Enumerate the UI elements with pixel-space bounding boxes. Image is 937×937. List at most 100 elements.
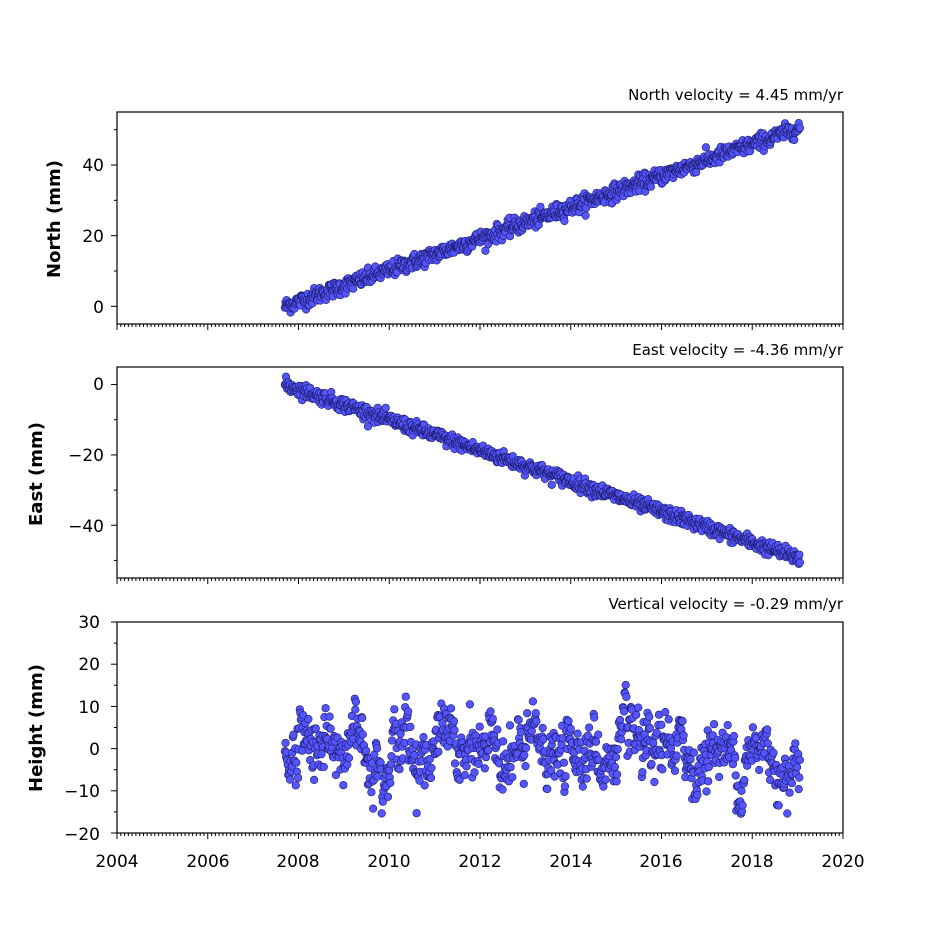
height-data-point <box>658 765 667 774</box>
height-data-point <box>460 770 469 780</box>
height-data-point <box>362 746 371 755</box>
height-data-point <box>427 763 436 773</box>
height-data-point <box>560 782 570 791</box>
height-data-point <box>795 755 805 765</box>
height-data-point <box>498 785 507 794</box>
height-data-point <box>670 766 680 775</box>
height-data-point <box>484 746 493 755</box>
east-data-point <box>795 550 804 559</box>
height-data-point <box>561 772 570 781</box>
height-data-point <box>649 738 658 747</box>
height-data-point <box>373 744 382 753</box>
north-panel: North velocity = 4.45 mm/yr North (mm) 0… <box>44 86 844 330</box>
height-data-point <box>310 775 319 785</box>
height-data-point <box>737 786 746 795</box>
east-y-tick-label-neg20: −20 <box>68 446 104 466</box>
height-data-point <box>678 716 687 726</box>
height-data-point <box>594 730 603 739</box>
height-data-point <box>505 721 515 730</box>
height-data-point <box>702 787 711 796</box>
height-data-point <box>528 697 538 706</box>
height-data-point <box>499 737 508 746</box>
height-data-point <box>521 743 531 753</box>
height-data-point <box>475 722 484 731</box>
height-data-point <box>638 768 647 777</box>
height-data-point <box>395 765 404 774</box>
height-data-point <box>406 722 415 732</box>
height-data-point <box>621 680 630 690</box>
x-tick-label-2014: 2014 <box>549 852 592 872</box>
height-data-point <box>294 773 303 782</box>
height-panel: Vertical velocity = -0.29 mm/yr Height (… <box>26 595 865 872</box>
height-data-point <box>415 776 424 785</box>
height-data-point <box>404 707 413 716</box>
height-data-point <box>304 714 313 724</box>
east-data-point <box>381 403 390 412</box>
x-tick-label-2008: 2008 <box>276 852 319 872</box>
height-data-point <box>647 759 656 769</box>
height-data-point <box>613 745 622 754</box>
height-data-point <box>723 720 732 730</box>
height-data-point <box>591 737 601 746</box>
north-data-point <box>795 123 805 132</box>
height-data-point <box>763 725 772 734</box>
height-data-point <box>480 764 489 773</box>
height-data-point <box>516 727 526 737</box>
height-data-point <box>326 724 335 733</box>
x-tick-label-2018: 2018 <box>730 852 773 872</box>
height-data-point <box>281 738 290 748</box>
height-data-point <box>378 797 387 806</box>
height-data-point <box>634 703 643 712</box>
height-data-point <box>619 707 629 716</box>
x-tick-label-2012: 2012 <box>458 852 501 872</box>
height-data-point <box>390 705 399 714</box>
vertical-velocity-title: Vertical velocity = -0.29 mm/yr <box>608 595 843 613</box>
height-data-point <box>311 724 320 733</box>
height-y-tick-label-10: 10 <box>78 698 100 718</box>
height-data-point <box>401 692 410 701</box>
height-data-point <box>426 773 436 783</box>
height-y-axis-label: Height (mm) <box>26 664 47 792</box>
height-data-point <box>425 754 434 764</box>
height-data-point <box>740 775 749 785</box>
height-data-point <box>755 765 764 775</box>
height-data-point <box>521 761 530 771</box>
height-data-point <box>331 770 341 780</box>
height-data-point <box>377 809 386 818</box>
height-data-point <box>657 720 666 730</box>
x-tick-label-2010: 2010 <box>367 852 410 872</box>
height-scatter-points <box>280 680 805 818</box>
height-data-point <box>611 752 621 762</box>
height-data-point <box>367 788 376 797</box>
east-axes <box>111 366 844 584</box>
height-data-point <box>434 747 443 756</box>
height-data-point <box>686 755 695 764</box>
height-data-point <box>383 792 393 801</box>
height-data-point <box>765 775 775 785</box>
height-data-point <box>610 762 620 772</box>
height-data-point <box>795 773 804 782</box>
height-data-point <box>455 775 464 784</box>
east-scatter-points <box>280 372 805 568</box>
height-data-point <box>652 728 661 737</box>
height-data-point <box>774 801 783 810</box>
height-data-point <box>543 784 552 794</box>
height-data-point <box>339 781 348 790</box>
height-data-point <box>748 723 758 732</box>
height-data-point <box>420 781 429 790</box>
height-data-point <box>769 748 778 758</box>
height-data-point <box>387 736 397 745</box>
height-data-point <box>714 772 724 782</box>
height-data-point <box>319 762 328 772</box>
height-data-point <box>693 790 702 800</box>
height-data-point <box>689 748 699 757</box>
height-y-tick-label-30: 30 <box>78 613 100 633</box>
height-data-point <box>506 763 515 772</box>
x-tick-label-2004: 2004 <box>95 852 138 872</box>
east-data-point <box>363 422 373 431</box>
height-data-point <box>289 730 298 739</box>
height-data-point <box>446 704 456 713</box>
north-scatter-points <box>280 118 805 317</box>
height-data-point <box>664 715 673 724</box>
height-data-point <box>578 782 587 791</box>
